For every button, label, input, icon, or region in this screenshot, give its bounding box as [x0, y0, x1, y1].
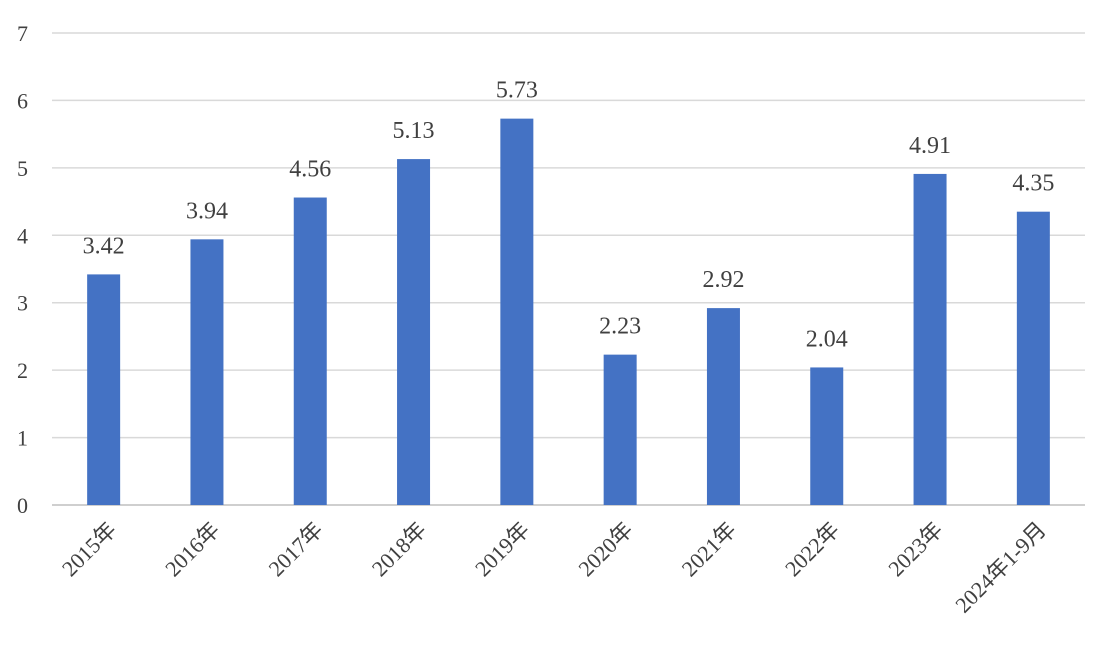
x-tick-label: 2016年	[160, 517, 224, 581]
data-label: 5.73	[496, 78, 538, 104]
data-label: 4.35	[1012, 171, 1054, 197]
y-tick-label: 5	[17, 156, 28, 181]
data-label: 3.42	[83, 233, 125, 259]
bar	[293, 197, 327, 506]
bar	[87, 274, 121, 505]
x-tick-label: 2024年1-9月	[950, 517, 1051, 618]
y-tick-label: 6	[17, 88, 28, 113]
bar	[1016, 211, 1050, 505]
x-tick-label: 2015年	[57, 517, 121, 581]
data-label: 3.94	[186, 198, 228, 224]
bar	[397, 159, 431, 505]
x-tick-label: 2022年	[780, 517, 844, 581]
gridlines	[52, 32, 1085, 506]
data-label: 5.13	[393, 118, 435, 144]
y-tick-label: 1	[17, 426, 28, 451]
bar	[500, 118, 534, 506]
x-tick-label: 2019年	[470, 517, 534, 581]
y-tick-label: 4	[17, 223, 28, 248]
bar	[913, 173, 947, 505]
data-label: 2.04	[806, 326, 848, 352]
bars	[87, 118, 1050, 506]
y-axis-ticks: 0 1 2 3 4 5 6 7	[17, 21, 28, 518]
bar	[810, 367, 844, 505]
data-labels: 3.42 3.94 4.56 5.13 5.73 2.23 2.92 2.04 4.91 4.35	[83, 78, 1055, 353]
y-tick-label: 2	[17, 358, 28, 383]
y-tick-label: 3	[17, 291, 28, 316]
data-label: 2.92	[702, 267, 744, 293]
x-tick-label: 2017年	[263, 517, 327, 581]
x-tick-label: 2021年	[677, 517, 741, 581]
x-tick-label: 2023年	[883, 517, 947, 581]
y-tick-label: 7	[17, 21, 28, 46]
bar	[190, 239, 224, 505]
y-tick-label: 0	[17, 493, 28, 518]
x-tick-label: 2020年	[573, 517, 637, 581]
bar	[603, 354, 637, 505]
x-tick-label: 2018年	[367, 517, 431, 581]
bar	[706, 308, 740, 505]
data-label: 4.56	[289, 157, 331, 183]
data-label: 2.23	[599, 314, 641, 340]
data-label: 4.91	[909, 133, 951, 159]
x-axis-ticks: 2015年 2016年 2017年 2018年 2019年 2020年 2021年 2022年…	[57, 517, 1051, 618]
